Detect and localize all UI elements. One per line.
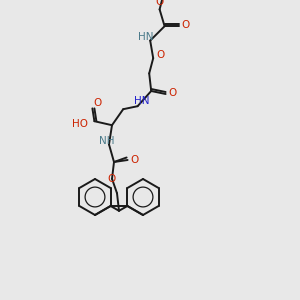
- Text: O: O: [182, 20, 190, 30]
- Text: O: O: [156, 50, 164, 60]
- Text: O: O: [155, 0, 164, 8]
- Text: O: O: [108, 174, 116, 184]
- Text: HN: HN: [138, 32, 154, 42]
- Text: HN: HN: [134, 96, 149, 106]
- Text: O: O: [130, 155, 139, 165]
- Text: O: O: [169, 88, 177, 98]
- Text: HO: HO: [72, 119, 88, 129]
- Text: O: O: [93, 98, 101, 108]
- Text: NH: NH: [99, 136, 115, 146]
